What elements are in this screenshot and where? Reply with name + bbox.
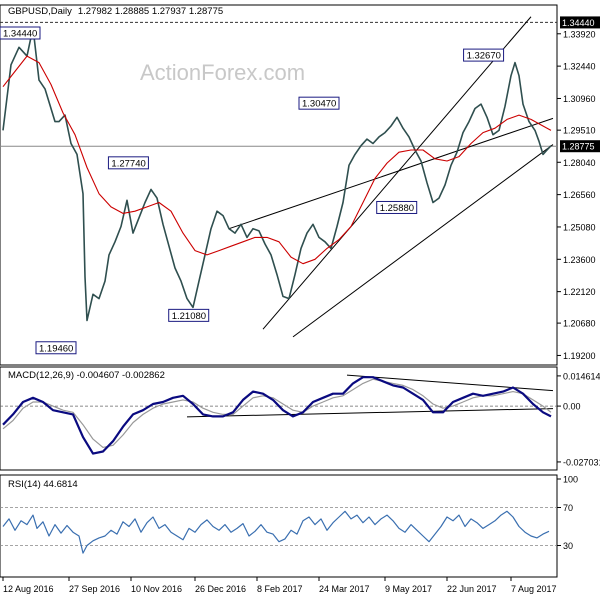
rsi-panel-frame	[0, 474, 558, 578]
x-tick-label: 12 Aug 2016	[3, 584, 54, 594]
macd-y-tick-label: 0.014614	[563, 371, 600, 381]
channel-line	[292, 144, 554, 338]
price-y-tick-label: 1.25080	[563, 222, 596, 232]
macd-trend-line	[346, 374, 554, 392]
x-tick-label: 8 Feb 2017	[257, 584, 303, 594]
price-horizontal-levels	[0, 21, 557, 147]
rsi-series	[2, 510, 550, 554]
price-level-labels: 1.34440 1.28775	[560, 16, 600, 153]
annotation-box	[168, 308, 210, 322]
macd-trend-line	[186, 408, 554, 418]
price-panel: GBPUSD,Daily 1.27982 1.28885 1.27937 1.28…	[0, 4, 600, 366]
x-tick-label: 22 Jun 2017	[447, 584, 497, 594]
x-tick-label: 27 Sep 2016	[69, 584, 120, 594]
channel-line	[262, 16, 532, 330]
price-y-tick-label: 1.33920	[563, 29, 596, 39]
price-y-tick-label: 1.29510	[563, 126, 596, 136]
annotation-label: 1.19460	[39, 343, 73, 354]
annotation-box	[35, 341, 77, 355]
macd-trend-lines	[186, 374, 554, 418]
price-level-badge	[560, 140, 600, 153]
macd-y-tick-label: 0.00	[563, 402, 581, 412]
price-y-tick-label: 1.23600	[563, 255, 596, 265]
watermark: ActionForex.com	[140, 60, 305, 85]
price-panel-frame	[0, 4, 558, 366]
x-tick-label: 10 Nov 2016	[131, 584, 182, 594]
macd-signal-line	[2, 378, 552, 448]
price-panel-title: GBPUSD,Daily 1.27982 1.28885 1.27937 1.28…	[8, 6, 223, 17]
macd-panel: MACD(12,26,9) -0.004607 -0.002862 0.0146…	[0, 366, 600, 471]
price-y-tick-label: 1.30960	[563, 94, 596, 104]
price-line	[2, 26, 552, 322]
x-tick-label: 24 Mar 2017	[319, 584, 370, 594]
annotation-box	[0, 26, 41, 40]
annotation-box	[107, 156, 149, 170]
price-level-badge	[560, 16, 600, 29]
macd-panel-title: MACD(12,26,9) -0.004607 -0.002862	[8, 370, 165, 381]
x-tick-label: 26 Dec 2016	[195, 584, 246, 594]
annotation-box	[298, 96, 340, 110]
price-y-tick-label: 1.28040	[563, 158, 596, 168]
macd-y-tick-label: -0.027031	[563, 457, 600, 467]
macd-y-axis: 0.014614 0.00 -0.027031	[0, 371, 600, 467]
annotation-label: 1.27740	[111, 158, 145, 169]
price-y-tick-label: 1.20680	[563, 319, 596, 329]
macd-series	[2, 376, 552, 455]
x-tick-label: 9 May 2017	[385, 584, 432, 594]
macd-line	[2, 376, 552, 455]
rsi-panel-title: RSI(14) 44.6814	[8, 479, 78, 490]
rsi-y-tick-label: 30	[563, 541, 573, 551]
price-annotations: 1.34440 1.19460 1.27740 1.21080 1.30470 1.258…	[0, 26, 505, 355]
price-y-tick-label: 1.32440	[563, 62, 596, 72]
price-y-tick-label: 1.22120	[563, 287, 596, 297]
rsi-y-tick-label: 70	[563, 503, 573, 513]
moving-average-line	[2, 55, 552, 265]
annotation-label: 1.25880	[380, 203, 414, 214]
rsi-line	[2, 510, 550, 554]
price-y-tick-label: 1.19200	[563, 351, 596, 361]
price-series	[2, 26, 552, 322]
annotation-box	[463, 48, 505, 62]
x-tick-label: 7 Aug 2017	[511, 584, 557, 594]
rsi-panel: RSI(14) 44.6814 100 70 30	[0, 474, 578, 578]
price-y-tick-label: 1.26560	[563, 190, 596, 200]
annotation-label: 1.34440	[3, 29, 37, 40]
annotation-label: 1.21080	[172, 311, 206, 322]
price-level-label: 1.28775	[562, 142, 595, 152]
rsi-y-axis: 100 70 30	[0, 475, 578, 551]
x-axis: 12 Aug 2016 27 Sep 2016 10 Nov 2016 26 Dec …	[2, 577, 557, 594]
annotation-label: 1.30470	[302, 99, 336, 110]
price-channel-lines	[228, 16, 554, 338]
rsi-y-tick-label: 100	[563, 475, 578, 485]
macd-panel-frame	[0, 366, 558, 471]
channel-line	[228, 117, 554, 230]
annotation-label: 1.32670	[467, 51, 501, 62]
price-level-label: 1.34440	[562, 18, 595, 28]
price-y-axis: 1.33920 1.32440 1.30960 1.29510 1.28040 1.265…	[557, 29, 596, 361]
annotation-box	[376, 200, 418, 214]
